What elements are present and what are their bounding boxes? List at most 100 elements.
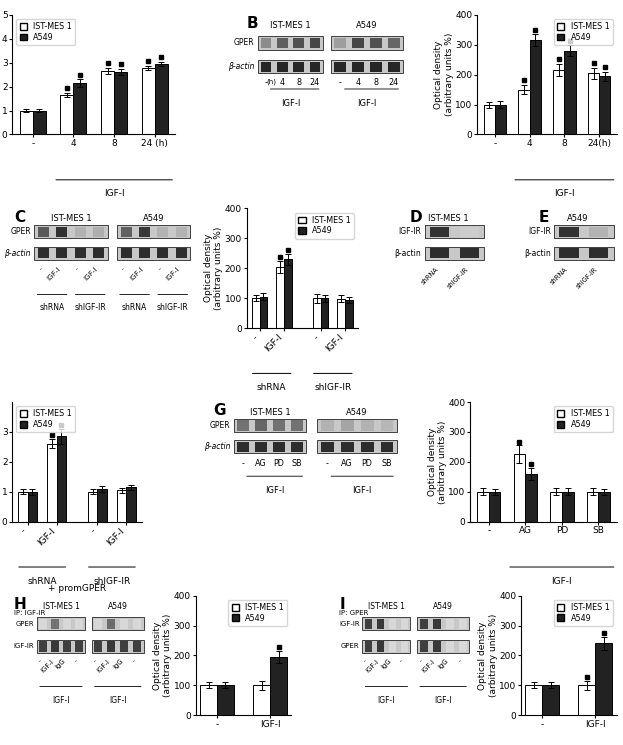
Bar [75,248,86,259]
Text: -: - [417,658,424,664]
Text: IP: GPER: IP: GPER [340,610,369,616]
Bar [352,38,364,48]
Bar [363,640,411,653]
Bar [331,37,402,50]
Bar [260,297,267,328]
Bar [483,104,495,134]
Bar [93,226,104,237]
Bar [92,640,144,653]
Text: IGF-I: IGF-I [281,98,300,107]
Bar [291,420,303,431]
Bar [363,617,411,630]
Text: IGF-I: IGF-I [52,696,70,705]
Text: shRNA: shRNA [257,383,287,392]
Text: shRNA: shRNA [39,303,65,312]
Text: PD: PD [361,460,373,469]
Bar [550,492,562,522]
Bar [352,62,364,72]
Text: A549: A549 [356,21,378,30]
Text: shIGF-IR: shIGF-IR [157,303,189,312]
Bar [34,225,108,238]
Text: 24: 24 [389,78,399,87]
Text: IST-MES 1: IST-MES 1 [250,408,290,417]
Bar [381,442,394,452]
Bar [237,442,249,452]
Bar [64,641,70,652]
Bar [420,618,427,629]
Text: + promGPER: + promGPER [48,584,106,593]
Text: IST-MES 1: IST-MES 1 [51,215,92,223]
Text: IP: IGF-IR: IP: IGF-IR [14,610,45,616]
Legend: IST-MES 1, A549: IST-MES 1, A549 [295,212,354,238]
Bar [381,420,394,431]
Text: A549: A549 [143,215,164,223]
Legend: IST-MES 1, A549: IST-MES 1, A549 [16,406,75,432]
Y-axis label: Optical density
(arbitrary units %): Optical density (arbitrary units %) [427,420,447,504]
Bar [75,641,83,652]
Bar [401,618,408,629]
Bar [133,618,141,629]
Bar [341,442,354,452]
Bar [417,617,469,630]
Bar [176,248,187,259]
Text: E: E [539,209,549,225]
Text: SB: SB [292,460,302,469]
Bar [258,37,323,50]
Text: PD: PD [273,460,285,469]
Bar [117,247,190,260]
Text: IgG: IgG [437,658,450,670]
Bar [293,38,304,48]
Bar [237,420,249,431]
Bar [18,492,27,522]
Text: IGF-IR: IGF-IR [14,644,34,650]
Bar [424,247,484,260]
Bar [273,420,285,431]
Text: GPER: GPER [341,644,359,650]
Bar [270,657,287,715]
Text: -: - [363,658,368,664]
Bar [57,437,66,522]
Bar [345,299,353,328]
Bar [75,226,86,237]
Bar [596,644,612,715]
Bar [47,444,57,522]
Bar [495,104,506,134]
Bar [388,38,399,48]
Text: IST-MES 1: IST-MES 1 [368,602,405,611]
Bar [37,617,85,630]
Bar [370,38,382,48]
Text: B: B [247,16,258,31]
Bar [57,226,67,237]
Text: β-actin: β-actin [4,249,31,258]
Bar [587,492,599,522]
Bar [525,685,543,715]
Legend: IST-MES 1, A549: IST-MES 1, A549 [554,19,613,45]
Legend: IST-MES 1, A549: IST-MES 1, A549 [16,19,75,45]
Bar [377,618,384,629]
Text: 24: 24 [310,78,320,87]
Bar [401,641,408,652]
Bar [459,618,467,629]
Bar [477,492,489,522]
Bar [432,641,440,652]
Legend: IST-MES 1, A549: IST-MES 1, A549 [554,600,613,626]
Bar [513,454,525,522]
Text: A549: A549 [433,602,453,611]
Bar [121,248,131,259]
Bar [155,64,168,134]
Text: -: - [242,460,244,469]
Bar [337,299,345,328]
Bar [39,618,47,629]
Text: D: D [409,209,422,225]
Bar [559,248,579,259]
Bar [518,89,530,134]
Text: β-actin: β-actin [204,443,231,451]
Text: IGF-I: IGF-I [554,189,575,198]
Bar [94,641,102,652]
Text: IGF-IR: IGF-IR [399,227,421,236]
Bar [460,226,479,237]
Bar [255,442,267,452]
Bar [599,76,611,134]
Text: IgG: IgG [380,658,392,670]
Bar [39,641,47,652]
